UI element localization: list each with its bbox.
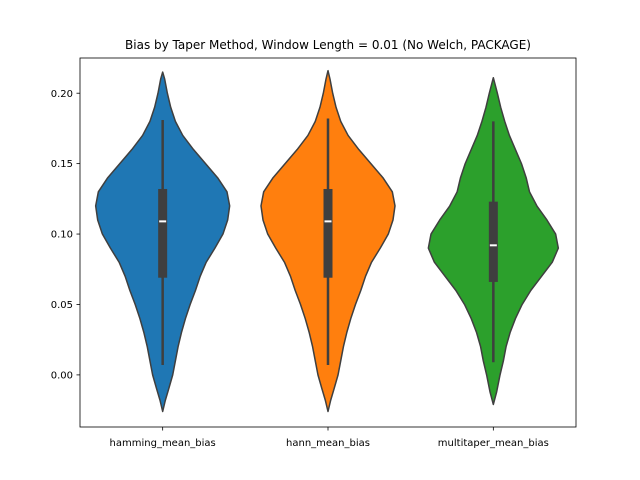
y-tick-label: 0.00 [51,370,73,381]
y-tick-label: 0.20 [51,89,73,100]
y-tick-label: 0.10 [51,230,73,241]
plot-area: 0.00 0.05 0.10 0.15 0.20 hamming_mean_bias han… [51,57,577,449]
x-tick-label: hamming_mean_bias [110,438,216,449]
x-tick-label: multitaper_mean_bias [438,438,549,449]
chart-title: Bias by Taper Method, Window Length = 0.… [125,38,531,52]
x-tick-label: hann_mean_bias [286,438,370,449]
iqr-box [488,201,498,282]
iqr-box [323,188,333,278]
y-tick-label: 0.15 [51,159,73,170]
y-tick-label: 0.05 [51,300,73,311]
iqr-box [158,188,168,278]
